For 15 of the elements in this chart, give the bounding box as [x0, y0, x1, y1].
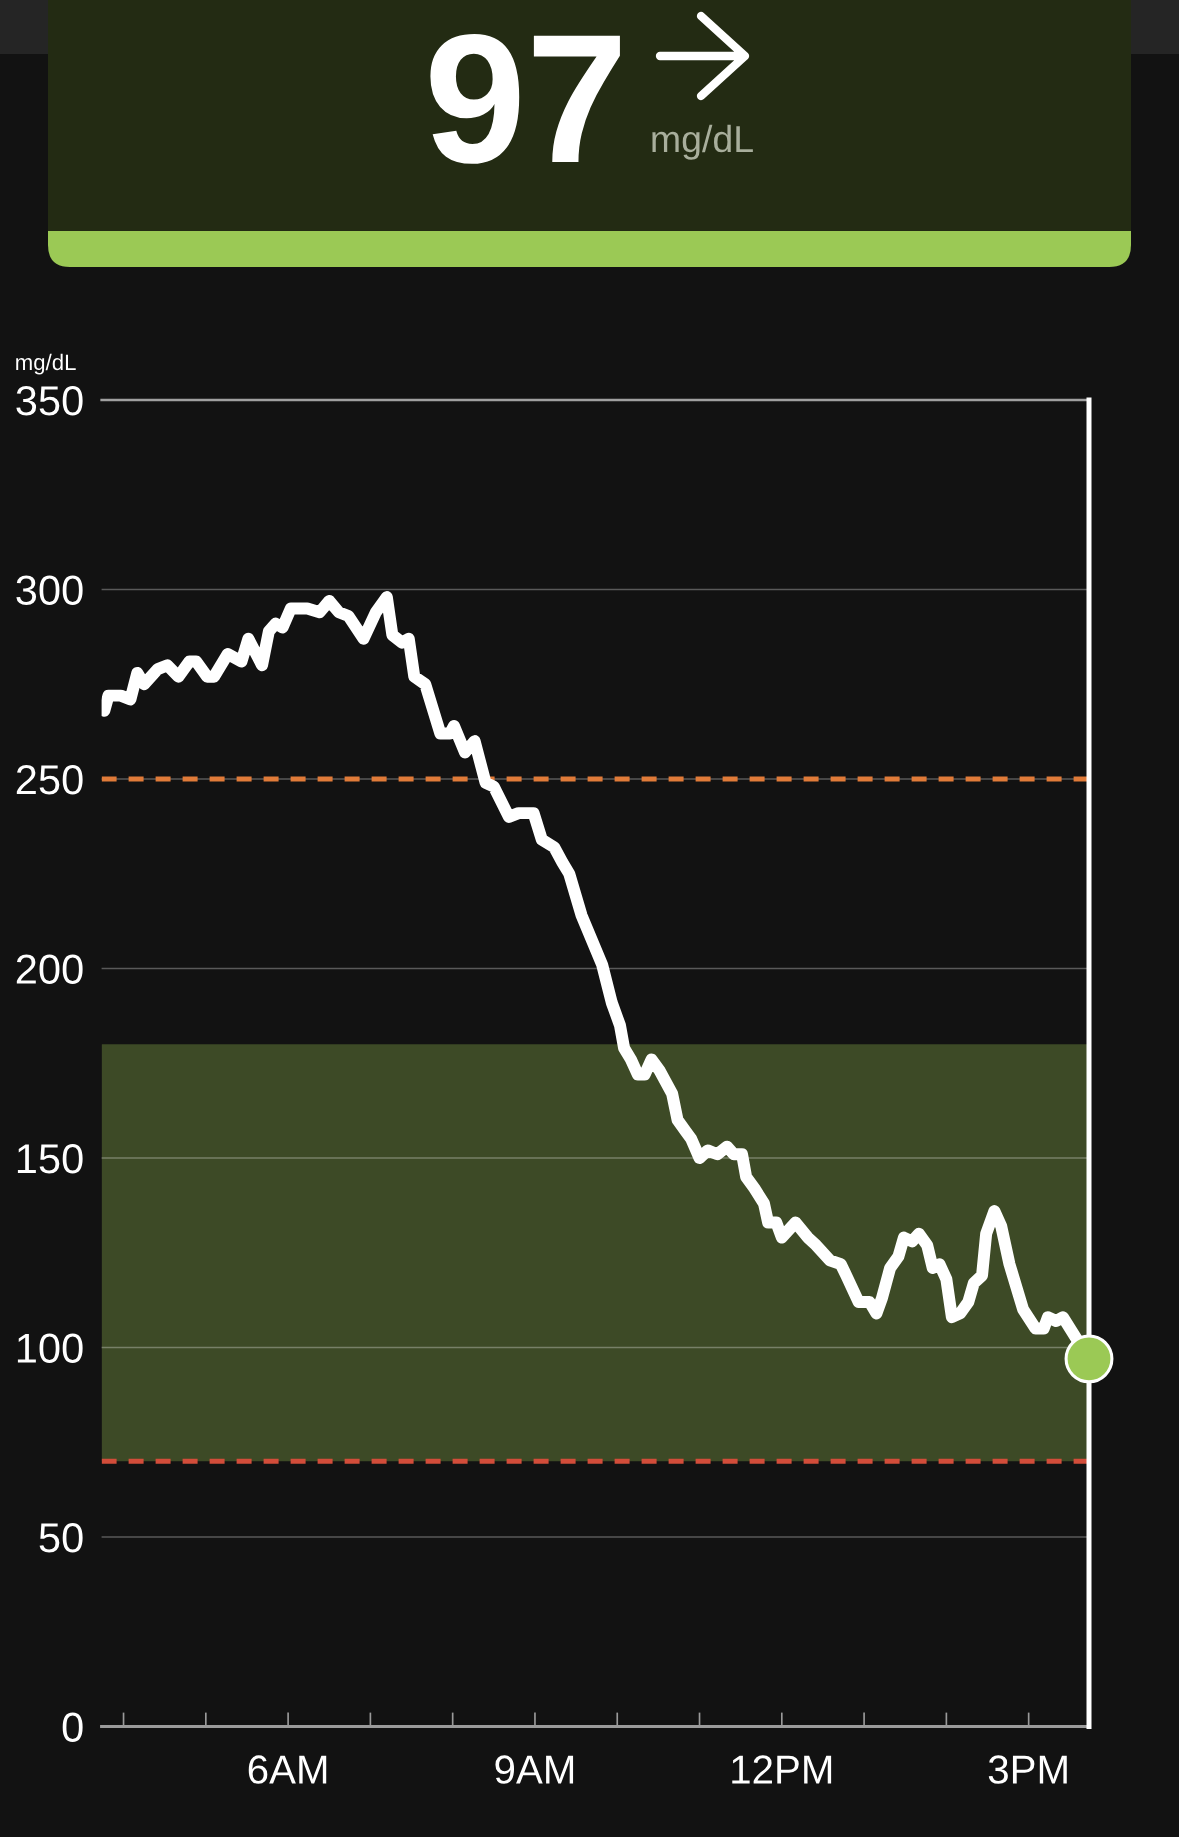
- y-tick-label: 250: [16, 765, 83, 795]
- x-tick-label: 12PM: [732, 1755, 832, 1784]
- text: 97: [430, 33, 620, 164]
- x-tick-label: 3PM: [988, 1755, 1067, 1784]
- y-tick-label: 200: [16, 954, 83, 985]
- y-tick-label: 50: [39, 1523, 83, 1553]
- y-tick-label: 350: [16, 386, 83, 416]
- text: mg/dL: [652, 124, 753, 160]
- y-tick-label: 0: [62, 1712, 83, 1743]
- y-tick-label: 150: [17, 1144, 83, 1174]
- y-tick-label: 300: [16, 575, 83, 606]
- y-tick-label: 100: [17, 1333, 83, 1364]
- y-axis-title: mg/dL: [16, 353, 76, 375]
- x-tick-label: 6AM: [248, 1755, 327, 1784]
- x-tick-label: 9AM: [495, 1755, 574, 1784]
